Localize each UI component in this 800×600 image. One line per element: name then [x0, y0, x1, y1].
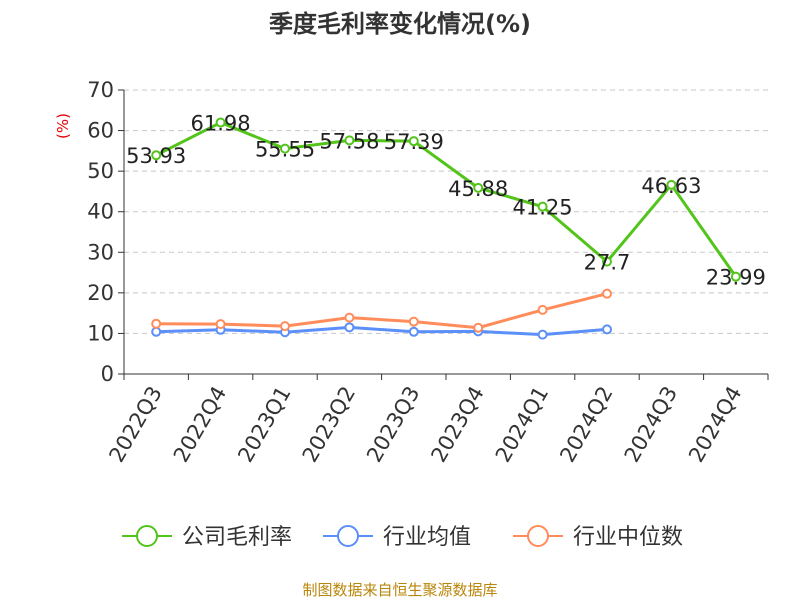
x-tick-label: 2023Q2 [298, 382, 360, 466]
data-point [473, 322, 484, 333]
series-line-2 [156, 292, 608, 330]
data-label: 61.98 [191, 112, 251, 136]
data-point [537, 304, 548, 315]
data-point [408, 136, 419, 147]
y-axis-unit: (%) [54, 113, 72, 139]
y-tick-label: 10 [87, 321, 114, 345]
data-label: 27.7 [584, 251, 631, 275]
data-label: 45.88 [448, 177, 508, 201]
chart-title: 季度毛利率变化情况(%) [269, 10, 531, 38]
data-point [537, 329, 548, 340]
data-point [151, 326, 162, 337]
y-axis-ticks: 0 10 20 30 40 50 60 70 [87, 78, 124, 386]
x-tick-label: 2023Q4 [426, 382, 488, 466]
x-tick-label: 2023Q3 [362, 382, 424, 466]
y-tick-label: 20 [87, 281, 114, 305]
legend-label-2: 行业中位数 [573, 525, 683, 550]
data-point [344, 312, 355, 323]
x-tick-label: 2023Q1 [233, 382, 295, 466]
data-point [344, 135, 355, 146]
y-tick-label: 50 [87, 159, 114, 183]
x-tick-label: 2024Q3 [620, 382, 682, 466]
x-tick-label: 2022Q4 [169, 382, 231, 466]
x-tick-label: 2024Q4 [684, 382, 746, 466]
legend-label-1: 行业均值 [383, 525, 471, 550]
data-label: 57.39 [384, 130, 444, 154]
data-point [280, 321, 290, 332]
data-point [602, 288, 612, 299]
data-point [730, 271, 741, 282]
data-point [151, 318, 162, 329]
legend-marker-1 [337, 525, 359, 547]
data-label: 53.93 [126, 144, 186, 168]
data-point [344, 322, 355, 333]
y-tick-label: 40 [87, 200, 114, 224]
legend-marker-0 [136, 525, 158, 547]
data-label: 46.63 [641, 174, 701, 198]
data-point [473, 182, 484, 193]
data-point [280, 143, 290, 154]
data-label: 41.25 [513, 196, 573, 220]
data-point [408, 316, 419, 327]
y-tick-label: 30 [87, 240, 114, 264]
data-point [151, 150, 162, 161]
legend-label-0: 公司毛利率 [182, 525, 292, 550]
y-tick-label: 70 [87, 78, 114, 102]
x-tick-label: 2024Q2 [555, 382, 617, 466]
data-label: 57.58 [319, 129, 379, 153]
data-point [408, 326, 419, 337]
source-note: 制图数据来自恒生聚源数据库 [302, 581, 497, 599]
y-tick-label: 0 [101, 362, 114, 386]
series-lines [151, 117, 741, 340]
y-tick-label: 60 [87, 119, 114, 143]
series-line-1 [156, 325, 608, 337]
data-point [602, 256, 612, 267]
data-label: 55.55 [255, 138, 315, 162]
data-point [215, 319, 226, 330]
x-axis-ticks: 2022Q3 2022Q4 2023Q1 2023Q2 2023Q3 2023Q4 2024… [104, 374, 769, 466]
x-tick-label: 2024Q1 [491, 382, 553, 466]
data-point [666, 179, 677, 190]
data-point [215, 117, 226, 128]
legend-marker-2 [527, 525, 549, 547]
data-point [602, 324, 612, 335]
legend: 公司毛利率 行业均值 行业中位数 [122, 525, 683, 550]
data-point [537, 201, 548, 212]
data-label: 23.99 [706, 266, 766, 290]
series-line-0 [155, 121, 738, 278]
x-tick-label: 2022Q3 [104, 382, 166, 466]
